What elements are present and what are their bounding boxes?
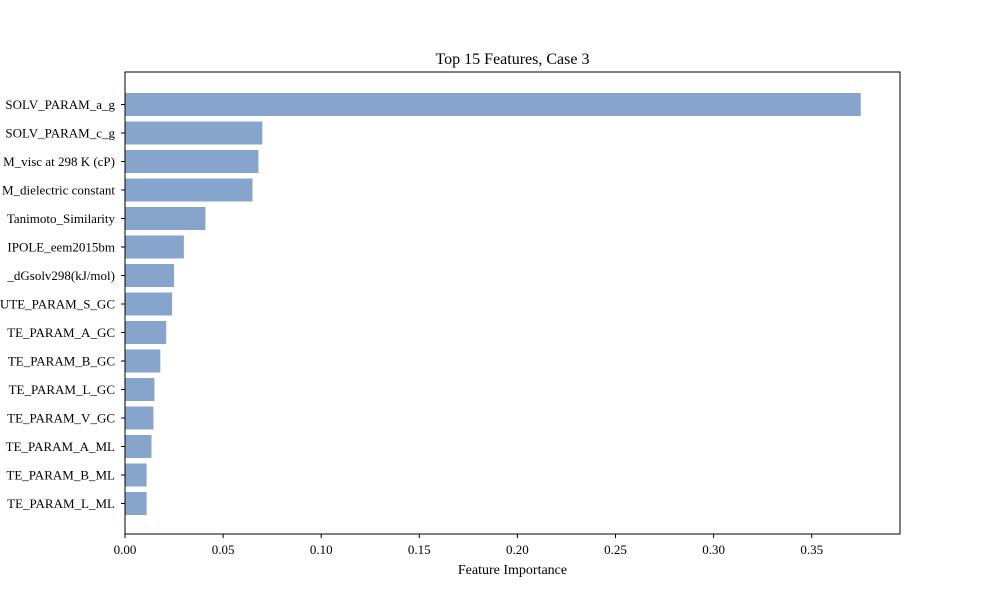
y-tick-label: TE_PARAM_A_ML (6, 439, 115, 454)
bar-15 (125, 492, 147, 515)
y-tick-label: M_dielectric constant (2, 183, 115, 198)
bar-11 (125, 378, 155, 401)
y-tick-label: IPOLE_eem2015bm (7, 240, 115, 255)
y-tick-label: TE_PARAM_L_GC (9, 382, 115, 397)
bar-12 (125, 406, 154, 430)
bar-8 (125, 292, 173, 316)
x-tick-label: 0.00 (114, 542, 137, 557)
y-tick-label: TE_PARAM_V_GC (7, 411, 115, 426)
y-tick-label: _dGsolv298(kJ/mol) (6, 268, 115, 283)
y-tick-label: TE_PARAM_B_ML (6, 468, 115, 483)
x-axis-ticks: 0.00 0.05 0.10 0.15 0.20 0.25 0.30 0.35 (114, 534, 823, 557)
y-tick-label: SOLV_PARAM_a_g (5, 97, 115, 112)
x-tick-label: 0.05 (212, 542, 235, 557)
y-tick-label: TE_PARAM_A_GC (7, 325, 115, 340)
x-tick-label: 0.30 (702, 542, 725, 557)
plot-frame (124, 71, 901, 535)
y-tick-label: TE_PARAM_L_ML (7, 496, 115, 511)
x-tick-label: 0.10 (310, 542, 333, 557)
bar-14 (125, 463, 147, 487)
x-tick-label: 0.15 (408, 542, 431, 557)
bar-9 (125, 321, 167, 344)
x-axis-label: Feature Importance (458, 563, 567, 578)
bar-13 (125, 435, 152, 458)
bar-7 (125, 264, 175, 287)
bar-3 (125, 150, 259, 173)
chart-title: Top 15 Features, Case 3 (436, 51, 590, 68)
bar-5 (125, 207, 206, 230)
y-tick-label: UTE_PARAM_S_GC (0, 297, 115, 312)
bar-10 (125, 349, 161, 373)
y-axis-ticks: SOLV_PARAM_a_g SOLV_PARAM_c_g M_visc at 29… (0, 97, 125, 511)
x-tick-label: 0.35 (800, 542, 823, 557)
y-tick-label: SOLV_PARAM_c_g (5, 126, 115, 141)
y-tick-label: Tanimoto_Similarity (7, 211, 116, 226)
x-tick-label: 0.25 (604, 542, 627, 557)
bar-1 (125, 93, 861, 116)
y-tick-label: M_visc at 298 K (cP) (3, 154, 115, 169)
y-tick-label: TE_PARAM_B_GC (8, 354, 115, 369)
bar-2 (125, 121, 263, 145)
bar-6 (125, 235, 184, 259)
x-tick-label: 0.20 (506, 542, 529, 557)
bar-4 (125, 178, 253, 202)
bars-group (125, 93, 861, 515)
